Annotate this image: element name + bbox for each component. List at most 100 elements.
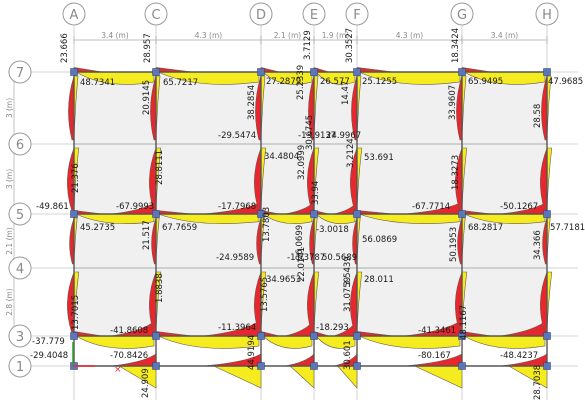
joint-C3 — [152, 332, 160, 340]
grid-bubbles-layer: A C D E F G H 7 6 5 4 3 1 — [8, 2, 559, 378]
moment-value-label: 3.5439 — [343, 256, 353, 286]
moment-value-label: 33.94 — [311, 181, 321, 205]
dim-label-v: 3 (m) — [5, 169, 14, 189]
joint-C1 — [152, 362, 160, 370]
moment-value-label: -11.3787 — [287, 253, 325, 263]
grid-bubble-col — [144, 2, 168, 26]
moment-value-label: -24.9589 — [216, 253, 254, 263]
grid-bubble-row-label: 7 — [16, 66, 24, 81]
column-moment-negative — [542, 217, 548, 265]
grid-bubble-row-label: 5 — [16, 208, 24, 223]
beam-moment-positive — [315, 335, 356, 349]
dim-label-v: 2.1 (m) — [5, 227, 14, 255]
moment-value-label: 25.2339 — [296, 65, 306, 100]
moment-value-label: -29.5474 — [218, 131, 256, 141]
moment-value-label: 3.7129 — [303, 30, 313, 60]
moment-value-label: -11.3964 — [218, 323, 256, 333]
column-moment-negative — [67, 147, 75, 211]
joint-A7 — [70, 68, 78, 76]
grid-bubble-col-label: D — [256, 8, 266, 23]
joint-C5 — [152, 210, 160, 218]
moment-value-label: 45.2735 — [80, 223, 115, 233]
beam-moment-positive — [262, 335, 313, 349]
column-moment-negative — [151, 217, 157, 265]
joint-F7 — [353, 68, 361, 76]
dim-label-h: 4.3 (m) — [195, 31, 223, 40]
column-moment-negative — [352, 217, 358, 265]
moment-value-label: 50.1953 — [449, 227, 459, 262]
joint-G3 — [458, 332, 466, 340]
grid-bubble-row — [8, 132, 32, 156]
joint-D1 — [257, 362, 265, 370]
moment-value-label: 34.366 — [533, 230, 543, 260]
column-moment-negative — [456, 75, 463, 141]
beam-moment-positive — [463, 213, 546, 224]
column-moment-negative — [351, 75, 358, 141]
moment-value-label: -49.861 — [36, 202, 69, 212]
grid-bubble-col-label: G — [457, 8, 467, 23]
column-moment-negative — [254, 147, 262, 211]
moment-value-label: 67.7659 — [162, 223, 197, 233]
dimension-layer: 3.4 (m) 4.3 (m) 2.1 (m) 1.9 (m) 4.3 (m) 3.4 (… — [5, 31, 548, 336]
moment-value-label: -50.1267 — [500, 202, 538, 212]
joint-E5 — [310, 210, 318, 218]
column-moment-negative — [540, 271, 548, 333]
moment-value-label: -18.293 — [316, 323, 349, 333]
moment-value-label: 65.7217 — [163, 78, 198, 88]
origin-axis-layer: × — [72, 342, 122, 375]
beam-moment-positive — [75, 213, 155, 224]
column-moment-negative — [149, 271, 157, 333]
moment-value-label: 38.2854 — [247, 85, 257, 120]
beam-moment-positive — [74, 71, 155, 85]
moment-diagrams-layer — [67, 67, 553, 389]
moment-value-label: 57.7181 — [550, 223, 585, 233]
moment-value-label: 1.8838 — [155, 273, 165, 303]
grid-bubble-col — [535, 2, 559, 26]
moment-value-label: -29.4048 — [30, 351, 68, 361]
beam-moment-positive — [315, 213, 356, 224]
moment-value-label: 34.9653 — [266, 275, 301, 285]
moment-value-label: 53.691 — [364, 153, 394, 163]
joint-F3 — [353, 332, 361, 340]
moment-value-label: 50.5689 — [322, 253, 357, 263]
moment-value-label: 13.7803 — [262, 207, 272, 242]
beam-moment-positive — [157, 335, 260, 349]
column-moment-negative — [308, 75, 315, 141]
moment-value-label: 28.011 — [364, 275, 394, 285]
moment-value-label: 48.1167 — [459, 305, 469, 340]
joint-C7 — [152, 68, 160, 76]
joint-D3 — [257, 332, 265, 340]
dim-label-h: 1.9 (m) — [322, 31, 350, 40]
moment-value-label: -67.9993 — [116, 202, 154, 212]
moment-value-label: 24.9967 — [326, 131, 361, 141]
moment-value-label: 22.0141 — [297, 247, 307, 282]
moment-value-label: 18.3273 — [451, 155, 461, 190]
grid-bubble-col — [302, 2, 326, 26]
moment-value-label: 25.1255 — [362, 77, 397, 87]
beam-moment-positive — [74, 335, 155, 349]
column-moment-positive — [546, 147, 553, 211]
column-moment-negative — [307, 271, 315, 333]
column-moment-negative — [254, 271, 262, 333]
joint-H7 — [543, 68, 551, 76]
joint-F1 — [353, 362, 361, 370]
moment-value-label: 65.9495 — [468, 77, 503, 87]
beam-moment-positive — [262, 213, 313, 224]
joint-A5 — [70, 210, 78, 218]
column-moment-negative — [255, 75, 262, 141]
moment-value-label: 23.666 — [60, 33, 70, 63]
grid-bubble-col — [345, 2, 369, 26]
joint-A3 — [70, 332, 78, 340]
column-moment-negative — [455, 271, 463, 333]
moment-value-label: -70.8426 — [110, 351, 148, 361]
joint-D5 — [257, 210, 265, 218]
joint-H5 — [543, 210, 551, 218]
moment-value-label: 28.7038 — [533, 365, 543, 400]
moment-value-label: 18.3424 — [451, 28, 461, 63]
moment-value-label: 28.957 — [143, 33, 153, 63]
joint-F5 — [353, 210, 361, 218]
joints-layer — [70, 68, 551, 370]
column-moment-negative — [149, 147, 157, 211]
grid-bubble-col-label: A — [70, 8, 79, 23]
